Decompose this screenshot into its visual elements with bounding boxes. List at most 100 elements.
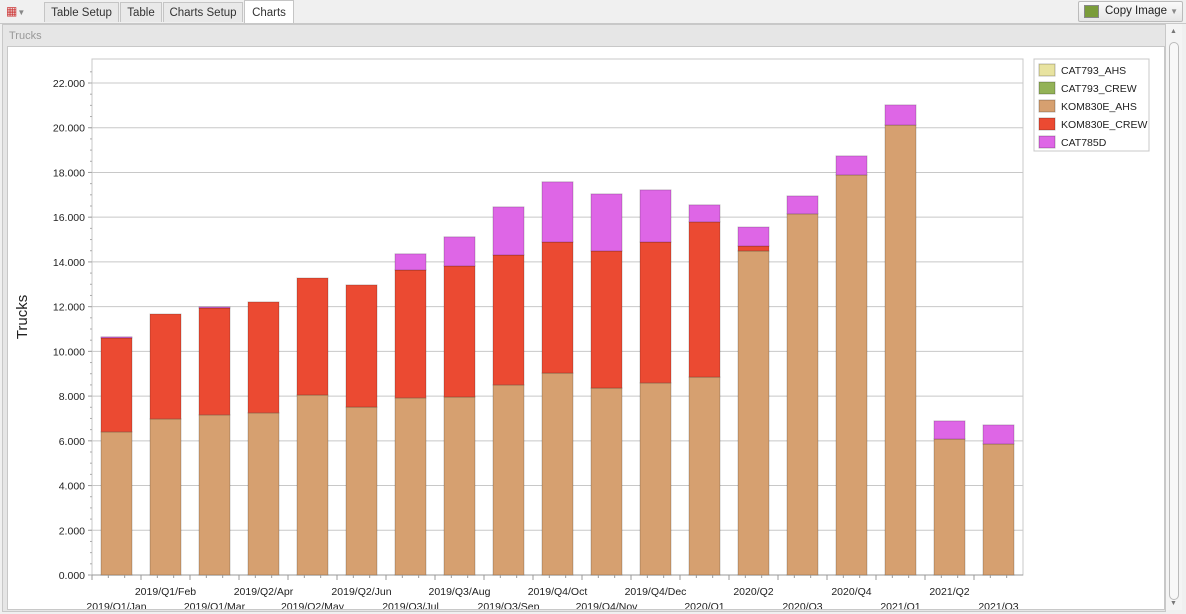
x-tick-label: 2019/Q3/Aug <box>429 586 491 598</box>
y-tick-label: 18.000 <box>53 167 85 179</box>
bar-segment-kom830e-ahs <box>590 387 623 576</box>
bar-segment-cat785d <box>443 236 476 267</box>
bar-segment-kom830e-ahs <box>345 406 378 576</box>
y-tick-label: 14.000 <box>53 257 85 269</box>
bar-segment-kom830e-crew <box>100 337 133 433</box>
x-tick-label: 2019/Q1/Mar <box>184 601 246 609</box>
bar-segment-kom830e-ahs <box>394 397 427 576</box>
tab-charts-setup[interactable]: Charts Setup <box>163 2 243 22</box>
legend-label: KOM830E_AHS <box>1061 101 1137 113</box>
calendar-menu-icon[interactable]: ▦▼ <box>6 4 26 18</box>
bar-segment-kom830e-ahs <box>247 412 280 576</box>
bar-segment-kom830e-crew <box>247 301 280 414</box>
bar-segment-kom830e-ahs <box>639 382 672 576</box>
y-tick-label: 6.000 <box>59 436 85 448</box>
bar-segment-kom830e-ahs <box>835 174 868 576</box>
x-tick-label: 2019/Q4/Dec <box>625 586 687 598</box>
bar-segment-kom830e-crew <box>296 277 329 396</box>
bar-segment-cat785d <box>786 195 819 215</box>
scroll-up-icon[interactable]: ▲ <box>1170 28 1177 35</box>
x-tick-label: 2019/Q1/Jan <box>86 601 146 609</box>
y-axis-title: Trucks <box>14 295 31 339</box>
bar-segment-kom830e-crew <box>149 313 182 420</box>
x-tick-label: 2020/Q2 <box>733 586 773 598</box>
legend-swatch <box>1038 99 1056 113</box>
bar-segment-cat785d <box>590 193 623 252</box>
bar-segment-kom830e-ahs <box>786 213 819 576</box>
copy-image-button[interactable]: Copy Image ▼ <box>1078 1 1183 22</box>
tab-charts[interactable]: Charts <box>244 0 294 23</box>
bar-segment-kom830e-crew <box>590 250 623 389</box>
stacked-bar-chart: 0.000 2.000 4.000 6.000 8.000 10.000 12.000 14.… <box>14 58 1150 613</box>
image-icon <box>1084 5 1099 18</box>
bar-segment-cat785d <box>394 253 427 271</box>
bar-segment-cat785d <box>100 336 133 339</box>
bar-segment-cat785d <box>884 104 917 126</box>
tab-table-setup[interactable]: Table Setup <box>44 2 119 22</box>
bar-segment-cat785d <box>737 226 770 247</box>
bar-segment-kom830e-ahs <box>688 376 721 576</box>
chart-panel: Trucks 0.000 2.000 4.000 6.000 8.000 10.000 12… <box>2 24 1166 613</box>
bar-segment-kom830e-ahs <box>492 384 525 576</box>
scroll-down-icon[interactable]: ▼ <box>1170 600 1177 607</box>
x-tick-label: 2019/Q3/Sep <box>478 601 540 609</box>
bar-segment-kom830e-crew <box>198 307 231 416</box>
bar-segment-kom830e-ahs <box>443 396 476 576</box>
tab-table[interactable]: Table <box>120 2 162 22</box>
chart-area: 0.000 2.000 4.000 6.000 8.000 10.000 12.000 14.… <box>7 46 1165 613</box>
legend-swatch <box>1038 117 1056 131</box>
x-tick-label: 2019/Q4/Oct <box>528 586 588 598</box>
legend-swatch <box>1038 81 1056 95</box>
bar-segment-kom830e-ahs <box>541 372 574 576</box>
x-tick-label: 2021/Q1 <box>880 601 920 609</box>
bar-segment-kom830e-ahs <box>296 394 329 576</box>
chevron-down-icon[interactable]: ▼ <box>1170 7 1178 16</box>
x-tick-label: 2021/Q2 <box>929 586 969 598</box>
scrollbar-thumb[interactable] <box>1169 42 1179 600</box>
bar-segment-kom830e-crew <box>541 241 574 374</box>
legend-swatch <box>1038 135 1056 149</box>
toolbar: ▦▼ Table Setup Table Charts Setup Charts… <box>0 0 1186 24</box>
bar-segment-kom830e-crew <box>492 254 525 386</box>
bar-segment-cat785d <box>982 424 1015 445</box>
x-tick-label: 2021/Q3 <box>978 601 1018 609</box>
panel-title: Trucks <box>9 30 42 42</box>
bar-segment-cat785d <box>492 206 525 256</box>
bar-segment-kom830e-crew <box>345 284 378 408</box>
bar-segment-kom830e-ahs <box>737 250 770 576</box>
x-tick-label: 2019/Q2/Apr <box>234 586 294 598</box>
y-tick-label: 16.000 <box>53 212 85 224</box>
bar-segment-kom830e-ahs <box>982 443 1015 576</box>
bar-segment-cat785d <box>639 189 672 243</box>
vertical-scrollbar[interactable]: ▲ ▼ <box>1166 24 1182 610</box>
bar-segment-kom830e-ahs <box>198 414 231 576</box>
y-tick-label: 12.000 <box>53 302 85 314</box>
bar-segment-kom830e-crew <box>737 245 770 252</box>
x-tick-label: 2019/Q2/Jun <box>331 586 391 598</box>
copy-image-label: Copy Image <box>1105 5 1168 17</box>
x-tick-label: 2019/Q3/Jul <box>382 601 439 609</box>
bar-segment-cat785d <box>688 204 721 223</box>
bar-segment-kom830e-ahs <box>149 418 182 576</box>
x-tick-label: 2019/Q1/Feb <box>135 586 196 598</box>
bar-segment-kom830e-crew <box>394 269 427 399</box>
bar-segment-cat785d <box>933 420 966 440</box>
legend-label: CAT793_AHS <box>1061 65 1126 77</box>
bar-segment-cat785d <box>541 181 574 243</box>
x-tick-label: 2020/Q1 <box>684 601 724 609</box>
legend-label: CAT785D <box>1061 137 1107 149</box>
x-tick-label: 2020/Q3 <box>782 601 822 609</box>
bar-segment-kom830e-crew <box>688 221 721 378</box>
legend-swatch <box>1038 63 1056 77</box>
x-tick-label: 2019/Q4/Nov <box>576 601 639 609</box>
bar-segment-kom830e-ahs <box>100 431 133 576</box>
bar-segment-kom830e-crew <box>639 241 672 384</box>
bar-segment-cat785d <box>198 306 231 309</box>
y-tick-label: 2.000 <box>59 525 85 537</box>
bar-segment-cat785d <box>835 155 868 176</box>
y-tick-label: 0.000 <box>59 570 85 582</box>
y-tick-label: 4.000 <box>59 481 85 493</box>
y-tick-label: 22.000 <box>53 78 85 90</box>
x-tick-label: 2019/Q2/May <box>281 601 345 609</box>
legend-label: CAT793_CREW <box>1061 83 1137 95</box>
